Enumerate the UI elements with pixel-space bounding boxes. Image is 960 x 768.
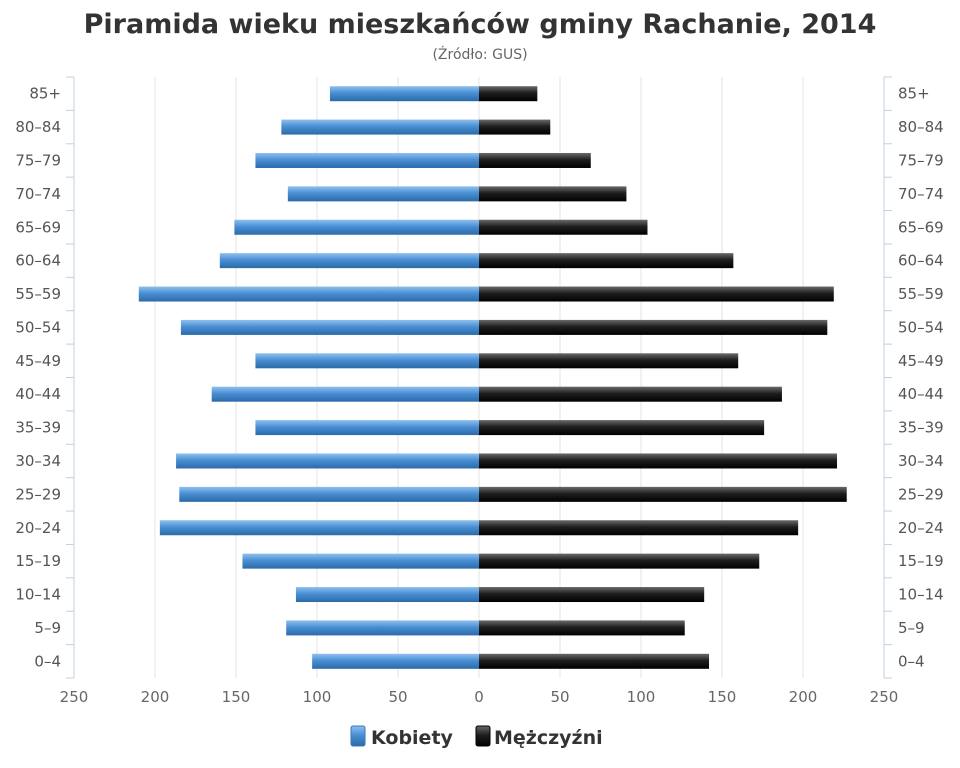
x-tick-labels: 250 200 150 100 50 0 50 100 150 200 250 <box>60 688 899 706</box>
bar-mezczyzni-25–29[interactable] <box>479 486 847 502</box>
legend-swatch-mezczyzni <box>475 725 491 747</box>
category-label-left: 60–64 <box>15 252 61 270</box>
bar-kobiety-60–64[interactable] <box>219 253 480 269</box>
category-label-left: 45–49 <box>15 352 61 370</box>
bar-kobiety-10–14[interactable] <box>295 587 479 603</box>
category-label-left: 30–34 <box>15 452 61 470</box>
category-label-left: 85+ <box>29 85 61 103</box>
chart-title: Piramida wieku mieszkańców gminy Rachani… <box>84 9 877 40</box>
bar-mezczyzni-35–39[interactable] <box>479 420 765 436</box>
bar-kobiety-80–84[interactable] <box>281 119 479 135</box>
bar-mezczyzni-15–19[interactable] <box>479 553 760 569</box>
category-label-left: 75–79 <box>15 151 61 169</box>
bar-kobiety-25–29[interactable] <box>179 486 480 502</box>
x-tick-label: 250 <box>60 688 89 706</box>
bar-mezczyzni-55–59[interactable] <box>479 286 834 302</box>
category-label-left: 50–54 <box>15 318 61 336</box>
category-label-right: 45–49 <box>898 352 944 370</box>
category-label-left: 55–59 <box>15 285 61 303</box>
category-label-right: 65–69 <box>898 218 944 236</box>
x-tick-label: 200 <box>789 688 818 706</box>
bar-kobiety-70–74[interactable] <box>287 186 479 202</box>
bar-mezczyzni-0–4[interactable] <box>479 653 710 669</box>
bar-mezczyzni-5–9[interactable] <box>479 620 685 636</box>
category-label-right: 0–4 <box>898 652 925 670</box>
legend-label-kobiety[interactable]: Kobiety <box>371 727 454 749</box>
category-label-right: 70–74 <box>898 185 944 203</box>
category-label-right: 5–9 <box>898 619 925 637</box>
category-label-right: 10–14 <box>898 586 944 604</box>
bar-kobiety-20–24[interactable] <box>159 520 480 536</box>
chart-subtitle: (Źródło: GUS) <box>432 45 527 63</box>
axes <box>66 76 892 679</box>
x-tick-label: 100 <box>627 688 656 706</box>
category-label-right: 60–64 <box>898 252 944 270</box>
x-tick-label: 150 <box>222 688 251 706</box>
category-label-right: 35–39 <box>898 419 944 437</box>
category-label-left: 35–39 <box>15 419 61 437</box>
category-label-left: 25–29 <box>15 485 61 503</box>
bar-kobiety-0–4[interactable] <box>312 653 479 669</box>
bar-mezczyzni-45–49[interactable] <box>479 353 739 369</box>
category-label-left: 65–69 <box>15 218 61 236</box>
x-tick-label: 0 <box>474 688 484 706</box>
bar-mezczyzni-75–79[interactable] <box>479 152 591 168</box>
bar-mezczyzni-80–84[interactable] <box>479 119 551 135</box>
category-label-right: 80–84 <box>898 118 944 136</box>
category-label-right: 55–59 <box>898 285 944 303</box>
bar-kobiety-75–79[interactable] <box>255 152 479 168</box>
legend-swatch-kobiety <box>350 725 366 747</box>
bar-mezczyzni-70–74[interactable] <box>479 186 627 202</box>
legend[interactable]: Kobiety Mężczyźni <box>350 725 603 749</box>
bars <box>138 86 847 669</box>
bar-kobiety-5–9[interactable] <box>286 620 479 636</box>
legend-label-mezczyzni[interactable]: Mężczyźni <box>494 727 603 749</box>
bar-kobiety-40–44[interactable] <box>211 386 479 402</box>
x-tick-label: 50 <box>388 688 407 706</box>
category-label-left: 70–74 <box>15 185 61 203</box>
bar-mezczyzni-65–69[interactable] <box>479 219 648 235</box>
bar-kobiety-15–19[interactable] <box>242 553 479 569</box>
bar-kobiety-45–49[interactable] <box>255 353 479 369</box>
bar-kobiety-50–54[interactable] <box>180 319 480 335</box>
bar-mezczyzni-40–44[interactable] <box>479 386 782 402</box>
bar-kobiety-55–59[interactable] <box>138 286 480 302</box>
category-label-left: 0–4 <box>34 652 61 670</box>
category-label-right: 30–34 <box>898 452 944 470</box>
category-label-right: 50–54 <box>898 318 944 336</box>
bar-mezczyzni-10–14[interactable] <box>479 587 705 603</box>
category-label-left: 40–44 <box>15 385 61 403</box>
bar-mezczyzni-85+[interactable] <box>479 86 538 102</box>
category-label-left: 80–84 <box>15 118 61 136</box>
category-labels: 85+ 85+ 80–84 80–84 75–79 75–79 70–74 70–74 65–6… <box>15 85 943 671</box>
category-label-right: 25–29 <box>898 485 944 503</box>
bar-kobiety-30–34[interactable] <box>176 453 479 469</box>
category-label-right: 15–19 <box>898 552 944 570</box>
category-label-left: 10–14 <box>15 586 61 604</box>
category-label-right: 40–44 <box>898 385 944 403</box>
category-label-left: 20–24 <box>15 519 61 537</box>
category-label-right: 20–24 <box>898 519 944 537</box>
bar-mezczyzni-50–54[interactable] <box>479 319 828 335</box>
category-label-left: 15–19 <box>15 552 61 570</box>
category-label-left: 5–9 <box>34 619 61 637</box>
bar-kobiety-35–39[interactable] <box>255 420 479 436</box>
category-label-right: 75–79 <box>898 151 944 169</box>
category-label-right: 85+ <box>898 85 930 103</box>
x-tick-label: 100 <box>303 688 332 706</box>
x-tick-label: 200 <box>141 688 170 706</box>
x-tick-label: 150 <box>708 688 737 706</box>
bar-mezczyzni-60–64[interactable] <box>479 253 734 269</box>
x-tick-label: 50 <box>550 688 569 706</box>
x-tick-label: 250 <box>870 688 899 706</box>
bar-kobiety-85+[interactable] <box>329 86 479 102</box>
bar-mezczyzni-20–24[interactable] <box>479 520 799 536</box>
bar-mezczyzni-30–34[interactable] <box>479 453 838 469</box>
bar-kobiety-65–69[interactable] <box>234 219 479 235</box>
